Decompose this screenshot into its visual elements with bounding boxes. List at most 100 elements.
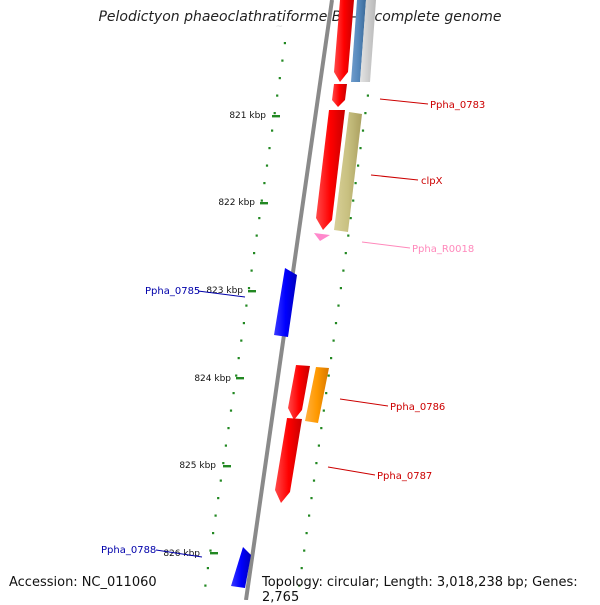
tick-dot [300, 567, 303, 570]
scale-label: 825 kbp [179, 461, 216, 471]
tick-dot [258, 217, 261, 220]
tick-dot [352, 199, 355, 202]
tick-dot [308, 514, 311, 517]
tick-dot [344, 252, 347, 255]
tick-dot [219, 479, 222, 482]
map-title: Pelodictyon phaeoclathratiforme BU-1, co… [98, 9, 502, 25]
tick-dot [320, 427, 323, 430]
tick-dot [283, 42, 286, 45]
tick-dot [217, 497, 220, 500]
tick-dot [271, 129, 274, 132]
tick-dot [255, 234, 258, 237]
scale-label: 823 kbp [206, 286, 243, 296]
rna-ppha-r0018-marker[interactable] [314, 233, 330, 241]
tick-dot [276, 94, 279, 97]
tick-dot [242, 322, 245, 325]
scale-tick-823 [248, 290, 256, 293]
leader-lines [155, 98, 429, 558]
outer-tick-track [298, 94, 369, 587]
scale-tick-821 [272, 115, 280, 118]
gene-label-ppha-r0018[interactable]: Ppha_R0018 [412, 244, 474, 255]
scale-label: 821 kbp [229, 111, 266, 121]
tick-dot [237, 357, 240, 360]
accession-text: Accession: NC_011060 [9, 575, 157, 590]
gene-label-ppha-0786[interactable]: Ppha_0786 [390, 402, 445, 413]
tick-dot [235, 374, 238, 377]
tick-dot [247, 287, 251, 290]
tick-dot [206, 567, 209, 570]
tick-dot [347, 234, 350, 237]
tick-dot [224, 444, 227, 447]
tick-dot [240, 339, 243, 342]
tick-dot [222, 462, 225, 465]
scale-tick-826 [210, 552, 218, 555]
tick-dot [245, 304, 248, 307]
gene-clpx-arrow[interactable] [316, 110, 345, 230]
leader-ppha-0783 [379, 98, 429, 105]
gene-label-ppha-0785[interactable]: Ppha_0785 [145, 286, 200, 297]
gene-ppha-0785-arrow[interactable] [274, 268, 297, 337]
tick-dot [361, 129, 365, 132]
cds-grey-block [360, 0, 376, 82]
tick-dot [263, 182, 266, 185]
gene-arrow-top-red[interactable] [334, 0, 354, 82]
tick-dot [278, 77, 281, 80]
tick-dot [227, 427, 230, 430]
tick-dot [298, 584, 301, 587]
tick-dot [260, 199, 263, 202]
tick-dot [312, 479, 316, 482]
gene-ppha-0783-arrow[interactable] [332, 84, 347, 107]
tick-dot [349, 217, 352, 220]
cds-olive-block [334, 112, 362, 232]
tick-dot [334, 322, 338, 325]
tick-dot [273, 112, 276, 115]
tick-dot [281, 59, 284, 62]
gene-ppha-0786-arrow[interactable] [288, 365, 310, 420]
tick-dot [232, 392, 235, 395]
tick-dot [354, 182, 357, 185]
gene-label-clpx[interactable]: clpX [421, 176, 443, 187]
gene-ppha-0787-arrow[interactable] [275, 418, 302, 503]
leader-ppha-0788 [155, 549, 203, 558]
gene-label-ppha-0787[interactable]: Ppha_0787 [377, 471, 432, 482]
accession-value: NC_011060 [81, 575, 157, 590]
gene-ppha-0788-arrow[interactable] [231, 547, 251, 588]
tick-dot [204, 584, 207, 587]
scale-tick-825 [223, 465, 231, 468]
tick-dot [250, 269, 253, 272]
tick-dot [357, 164, 360, 167]
leader-ppha-0786 [339, 398, 389, 407]
tick-dot [364, 112, 367, 115]
gene-label-ppha-0783[interactable]: Ppha_0783 [430, 100, 485, 111]
accession-label: Accession: [9, 575, 78, 590]
tick-dot [305, 532, 308, 535]
scale-tick-824 [236, 377, 244, 380]
tick-dot [322, 409, 325, 412]
scale-label: 822 kbp [218, 198, 255, 208]
tick-dot [359, 147, 362, 150]
cds-steel-block [351, 0, 366, 82]
tick-dot [253, 252, 256, 255]
tick-dot [303, 549, 306, 552]
leader-ppha-0785 [197, 290, 246, 298]
inner-tick-track [204, 42, 286, 587]
topology-label: Topology: [262, 575, 323, 590]
tick-dot [212, 532, 215, 535]
leader-ppha-0787 [327, 466, 376, 476]
topology-text: Topology: circular; Length: 3,018,238 bp;… [262, 575, 600, 605]
tick-dot [325, 392, 328, 395]
scale-label-faded: ~ [275, 22, 283, 32]
tick-dot [337, 304, 340, 307]
tick-dot [332, 339, 335, 342]
tick-dot [342, 269, 345, 272]
tick-dot [268, 147, 271, 150]
tick-dot [315, 462, 318, 465]
scale-tick-822 [260, 202, 268, 205]
gene-label-ppha-0788[interactable]: Ppha_0788 [101, 545, 156, 556]
leader-clpx [370, 174, 419, 181]
tick-dot [209, 549, 212, 552]
tick-dot [214, 514, 217, 517]
tick-dot [330, 357, 333, 360]
tick-dot [229, 409, 233, 412]
